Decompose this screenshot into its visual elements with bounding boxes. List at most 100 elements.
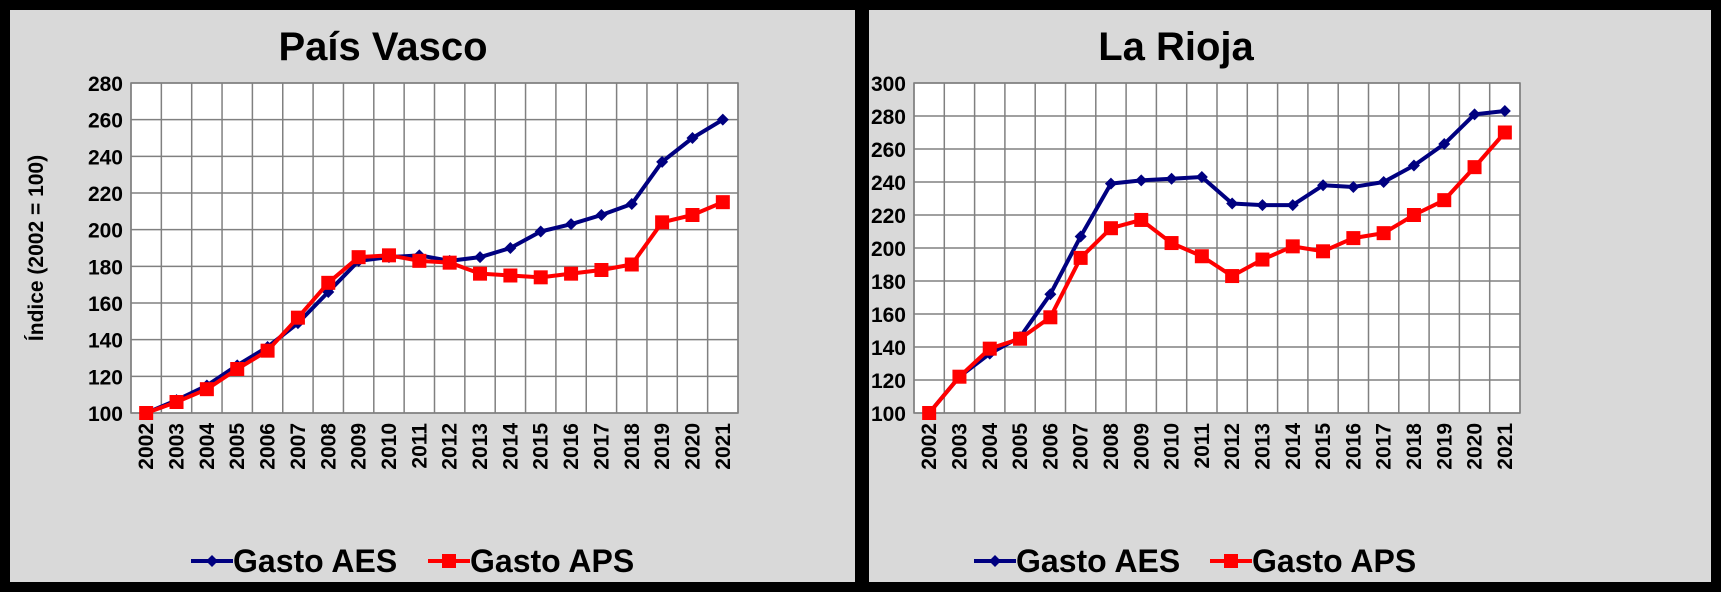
x-tick-label: 2021 xyxy=(1494,423,1517,470)
data-point xyxy=(381,248,396,263)
data-point xyxy=(442,255,457,270)
data-point xyxy=(952,369,967,384)
data-point xyxy=(1013,331,1028,346)
data-point xyxy=(1195,171,1208,184)
data-point xyxy=(1467,160,1482,175)
x-tick-label: 2002 xyxy=(135,423,158,470)
data-point xyxy=(1165,172,1178,185)
y-tick-label: 120 xyxy=(88,366,123,389)
chart-title: La Rioja xyxy=(1098,25,1254,69)
y-tick-label: 260 xyxy=(88,110,123,133)
data-point xyxy=(1285,239,1300,254)
data-point xyxy=(1468,108,1481,121)
data-point xyxy=(1255,252,1270,267)
legend-item: Gasto APS xyxy=(1210,543,1416,579)
legend-label: Gasto AES xyxy=(1016,543,1180,579)
data-point xyxy=(565,218,578,231)
x-tick-label: 2005 xyxy=(226,423,249,470)
data-point xyxy=(1104,177,1117,190)
x-tick-label: 2003 xyxy=(948,423,971,470)
data-point xyxy=(1317,179,1330,192)
data-point xyxy=(230,362,245,376)
y-tick-label: 140 xyxy=(88,330,123,353)
data-point xyxy=(1346,231,1361,246)
data-point xyxy=(1044,288,1057,301)
plot-border xyxy=(913,82,1521,414)
x-tick-label: 2021 xyxy=(712,423,735,470)
y-tick-label: 200 xyxy=(871,238,906,261)
data-point xyxy=(594,263,609,277)
x-tick-label: 2006 xyxy=(257,423,280,470)
data-point xyxy=(922,406,937,420)
data-point xyxy=(474,251,487,264)
data-point xyxy=(625,198,638,210)
legend-marker xyxy=(1224,554,1238,568)
y-tick-label: 220 xyxy=(88,183,123,206)
legend-label: Gasto AES xyxy=(233,543,397,579)
data-point xyxy=(1438,138,1451,151)
x-tick-label: 2017 xyxy=(590,423,613,470)
legend-item: Gasto APS xyxy=(428,543,634,579)
data-point xyxy=(982,341,997,356)
x-tick-label: 2010 xyxy=(1161,423,1184,470)
data-point xyxy=(716,113,729,126)
x-tick-label: 2015 xyxy=(530,423,553,470)
y-tick-label: 260 xyxy=(871,139,906,162)
x-tick-label: 2014 xyxy=(1282,423,1305,470)
data-point xyxy=(1225,269,1240,284)
data-point xyxy=(1073,250,1088,265)
data-point xyxy=(1103,221,1118,236)
data-point xyxy=(1376,226,1391,241)
data-point xyxy=(1286,199,1299,212)
x-tick-label: 2009 xyxy=(348,423,371,470)
x-tick-label: 2003 xyxy=(166,423,189,470)
y-tick-label: 120 xyxy=(871,370,906,393)
data-point xyxy=(1407,159,1420,172)
data-point xyxy=(1135,174,1148,187)
x-tick-label: 2020 xyxy=(681,423,704,470)
data-point xyxy=(685,208,700,222)
data-point xyxy=(1164,236,1179,251)
y-tick-label: 100 xyxy=(871,403,906,426)
legend-marker xyxy=(989,555,1001,567)
line-chart-pais-vasco: 100 120 140 160 180 200 220 240 260 280 2002 2003 20… xyxy=(25,25,739,579)
y-tick-label: 200 xyxy=(88,220,123,243)
x-tick-label: 2011 xyxy=(1191,423,1214,469)
data-point xyxy=(351,250,366,265)
x-tick-label: 2020 xyxy=(1464,423,1487,470)
data-point xyxy=(321,275,336,290)
y-tick-label: 180 xyxy=(871,271,906,294)
x-tick-label: 2007 xyxy=(287,423,310,470)
data-point xyxy=(595,209,608,221)
x-tick-label: 2018 xyxy=(621,423,644,470)
legend-item: Gasto AES xyxy=(974,543,1180,579)
x-tick-label: 2006 xyxy=(1039,423,1062,470)
y-tick-label: 180 xyxy=(88,256,123,279)
x-tick-label: 2010 xyxy=(378,423,401,470)
series-line xyxy=(927,109,1506,415)
y-tick-label: 300 xyxy=(871,73,906,96)
series-gasto-aps xyxy=(922,125,1512,420)
x-tick-label: 2004 xyxy=(196,423,219,470)
data-point xyxy=(1377,176,1390,188)
x-tick-label: 2008 xyxy=(1100,423,1123,470)
data-point xyxy=(473,266,488,281)
data-point xyxy=(1134,212,1149,227)
legend-marker xyxy=(206,555,218,567)
y-tick-label: 240 xyxy=(88,146,123,169)
x-tick-label: 2011 xyxy=(408,423,431,469)
x-tick-label: 2017 xyxy=(1373,423,1396,470)
x-tick-label: 2008 xyxy=(317,423,340,470)
data-point xyxy=(139,406,154,420)
legend-label: Gasto APS xyxy=(470,543,634,579)
data-point xyxy=(260,343,275,358)
data-point xyxy=(1194,249,1209,264)
data-point xyxy=(715,195,730,210)
data-point xyxy=(1406,208,1421,222)
data-point xyxy=(655,215,670,230)
data-point xyxy=(1316,244,1331,259)
data-point xyxy=(564,266,579,281)
y-tick-label: 240 xyxy=(871,172,906,195)
data-point xyxy=(503,268,518,283)
